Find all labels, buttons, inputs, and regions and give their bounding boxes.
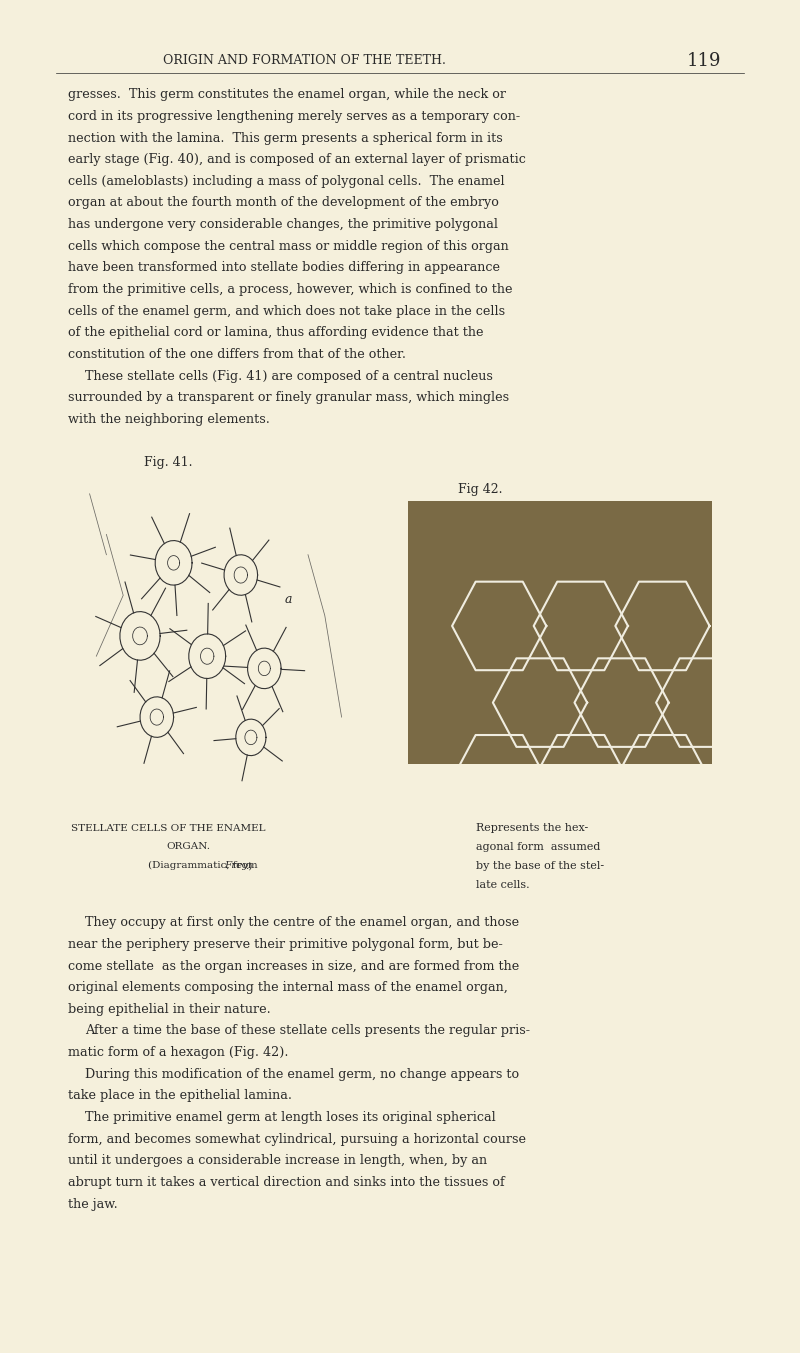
Text: .): .) [245, 862, 252, 870]
Text: After a time the base of these stellate cells presents the regular pris-: After a time the base of these stellate … [85, 1024, 530, 1038]
Text: ORIGIN AND FORMATION OF THE TEETH.: ORIGIN AND FORMATION OF THE TEETH. [162, 54, 446, 68]
Text: 119: 119 [686, 51, 722, 70]
Text: The primitive enamel germ at length loses its original spherical: The primitive enamel germ at length lose… [85, 1111, 495, 1124]
Text: cord in its progressive lengthening merely serves as a temporary con-: cord in its progressive lengthening mere… [68, 110, 520, 123]
Text: being epithelial in their nature.: being epithelial in their nature. [68, 1003, 270, 1016]
Text: by the base of the stel-: by the base of the stel- [476, 861, 604, 871]
Text: of the epithelial cord or lamina, thus affording evidence that the: of the epithelial cord or lamina, thus a… [68, 326, 483, 340]
Text: constitution of the one differs from that of the other.: constitution of the one differs from tha… [68, 348, 406, 361]
Text: gresses.  This germ constitutes the enamel organ, while the neck or: gresses. This germ constitutes the ename… [68, 88, 506, 101]
Text: organ at about the fourth month of the development of the embryo: organ at about the fourth month of the d… [68, 196, 499, 210]
Text: the jaw.: the jaw. [68, 1197, 118, 1211]
Text: agonal form  assumed: agonal form assumed [476, 842, 600, 852]
Text: Represents the hex-: Represents the hex- [476, 823, 588, 833]
Text: During this modification of the enamel germ, no change appears to: During this modification of the enamel g… [85, 1068, 519, 1081]
Text: Fig. 41.: Fig. 41. [144, 456, 192, 469]
Text: ORGAN.: ORGAN. [166, 843, 210, 851]
Text: form, and becomes somewhat cylindrical, pursuing a horizontal course: form, and becomes somewhat cylindrical, … [68, 1132, 526, 1146]
Text: cells which compose the central mass or middle region of this organ: cells which compose the central mass or … [68, 239, 509, 253]
Text: nection with the lamina.  This germ presents a spherical form in its: nection with the lamina. This germ prese… [68, 131, 502, 145]
Text: take place in the epithelial lamina.: take place in the epithelial lamina. [68, 1089, 292, 1103]
Text: cells of the enamel germ, and which does not take place in the cells: cells of the enamel germ, and which does… [68, 304, 505, 318]
Text: Fig 42.: Fig 42. [458, 483, 502, 497]
Text: early stage (Fig. 40), and is composed of an external layer of prismatic: early stage (Fig. 40), and is composed o… [68, 153, 526, 166]
Text: surrounded by a transparent or finely granular mass, which mingles: surrounded by a transparent or finely gr… [68, 391, 509, 405]
Text: with the neighboring elements.: with the neighboring elements. [68, 413, 270, 426]
Text: original elements composing the internal mass of the enamel organ,: original elements composing the internal… [68, 981, 508, 994]
Text: matic form of a hexagon (Fig. 42).: matic form of a hexagon (Fig. 42). [68, 1046, 289, 1059]
Text: come stellate  as the organ increases in size, and are formed from the: come stellate as the organ increases in … [68, 959, 519, 973]
Text: late cells.: late cells. [476, 879, 530, 890]
Text: from the primitive cells, a process, however, which is confined to the: from the primitive cells, a process, how… [68, 283, 513, 296]
Text: has undergone very considerable changes, the primitive polygonal: has undergone very considerable changes,… [68, 218, 498, 231]
Text: abrupt turn it takes a vertical direction and sinks into the tissues of: abrupt turn it takes a vertical directio… [68, 1176, 505, 1189]
Text: until it undergoes a considerable increase in length, when, by an: until it undergoes a considerable increa… [68, 1154, 487, 1168]
Text: STELLATE CELLS OF THE ENAMEL: STELLATE CELLS OF THE ENAMEL [70, 824, 266, 832]
Text: near the periphery preserve their primitive polygonal form, but be-: near the periphery preserve their primit… [68, 938, 502, 951]
Text: Frey: Frey [224, 862, 248, 870]
Text: cells (ameloblasts) including a mass of polygonal cells.  The enamel: cells (ameloblasts) including a mass of … [68, 175, 505, 188]
Text: have been transformed into stellate bodies differing in appearance: have been transformed into stellate bodi… [68, 261, 500, 275]
Text: These stellate cells (Fig. 41) are composed of a central nucleus: These stellate cells (Fig. 41) are compo… [85, 369, 493, 383]
Text: They occupy at first only the centre of the enamel organ, and those: They occupy at first only the centre of … [85, 916, 519, 930]
Text: (Diagrammatic, from: (Diagrammatic, from [148, 862, 261, 870]
